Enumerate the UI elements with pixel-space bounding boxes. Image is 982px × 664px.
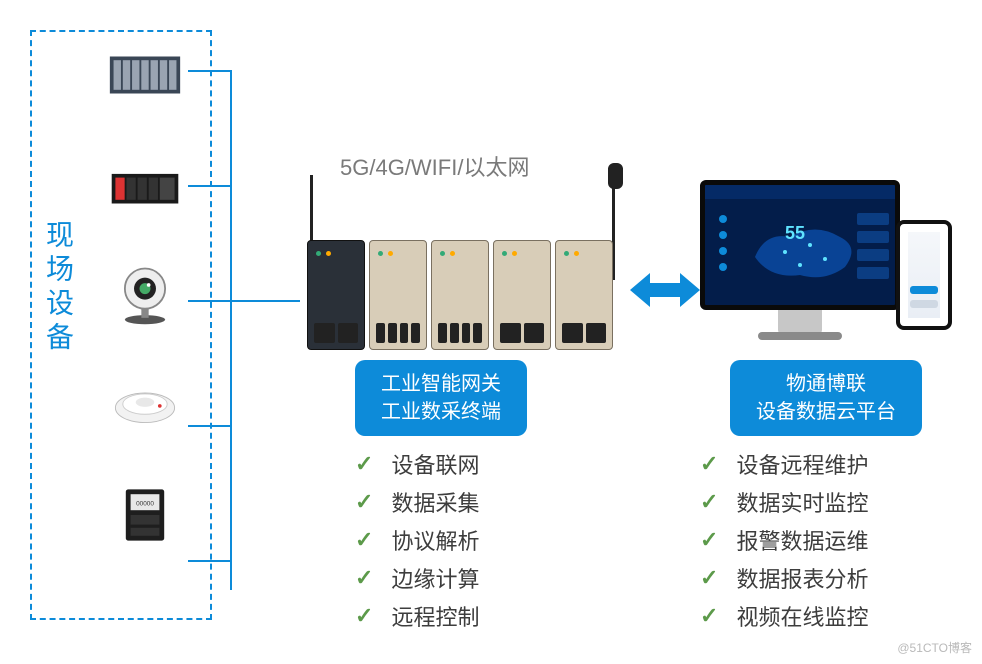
check-icon: ✓ [355, 451, 373, 477]
device-smoke-sensor [105, 370, 185, 440]
check-icon: ✓ [355, 565, 373, 591]
device-list: 00000 [100, 40, 190, 550]
cloud-feature-list: ✓ 设备远程维护 ✓ 数据实时监控 ✓ 报警数据运维 ✓ 数据报表分析 ✓ 视频在线监控 [700, 448, 868, 638]
check-icon: ✓ [700, 527, 718, 553]
feature-text: 数据实时监控 [736, 486, 868, 518]
check-icon: ✓ [700, 451, 718, 477]
device-power-meter: 00000 [105, 480, 185, 550]
badge-line: 物通博联 [756, 370, 896, 398]
device-plc-rack [105, 40, 185, 110]
gateway-feature-list: ✓ 设备联网 ✓ 数据采集 ✓ 协议解析 ✓ 边缘计算 ✓ 远程控制 [355, 448, 479, 638]
badge-line: 工业智能网关 [381, 370, 501, 398]
monitor-icon: 55 [700, 180, 900, 310]
feature-text: 数据采集 [391, 486, 479, 518]
check-icon: ✓ [700, 489, 718, 515]
feature-item: ✓ 视频在线监控 [700, 600, 868, 632]
feature-item: ✓ 数据实时监控 [700, 486, 868, 518]
gateway-unit [493, 240, 551, 350]
bidirectional-arrow-icon [630, 265, 700, 315]
monitor-stand [778, 310, 822, 334]
bus-branch [188, 70, 230, 72]
cloud-platform-graphic: 55 [700, 180, 960, 350]
feature-text: 远程控制 [391, 600, 479, 632]
watermark-text: @51CTO博客 [897, 639, 972, 656]
bus-branch [188, 560, 230, 562]
phone-icon [896, 220, 952, 330]
monitor-base [758, 332, 842, 340]
feature-item: ✓ 远程控制 [355, 600, 479, 632]
bus-vertical [230, 70, 232, 590]
bus-branch [188, 300, 230, 302]
check-icon: ✓ [355, 603, 373, 629]
feature-text: 设备联网 [391, 448, 479, 480]
bus-branch [188, 185, 230, 187]
feature-item: ✓ 数据采集 [355, 486, 479, 518]
feature-item: ✓ 设备远程维护 [700, 448, 868, 480]
check-icon: ✓ [355, 489, 373, 515]
feature-text: 设备远程维护 [736, 448, 868, 480]
device-camera [105, 260, 185, 330]
feature-text: 视频在线监控 [736, 600, 868, 632]
feature-text: 报警数据运维 [736, 524, 868, 556]
feature-text: 协议解析 [391, 524, 479, 556]
bus-branch [188, 425, 230, 427]
gateway-badge: 工业智能网关 工业数采终端 [355, 360, 527, 436]
diagram-canvas: 现场设备 00000 5G/4G/WIFI/以太网 工业智能网关 [0, 0, 982, 664]
gateway-unit [369, 240, 427, 350]
dashboard-kpi: 55 [785, 223, 805, 244]
gateway-cluster [300, 200, 620, 350]
gateway-unit [431, 240, 489, 350]
gateway-unit [307, 240, 365, 350]
device-io-module [105, 150, 185, 220]
feature-item: ✓ 报警数据运维 [700, 524, 868, 556]
feature-text: 数据报表分析 [736, 562, 868, 594]
feature-item: ✓ 数据报表分析 [700, 562, 868, 594]
check-icon: ✓ [700, 565, 718, 591]
network-type-label: 5G/4G/WIFI/以太网 [340, 150, 529, 182]
feature-item: ✓ 边缘计算 [355, 562, 479, 594]
bus-to-gateway [230, 300, 300, 302]
cloud-badge: 物通博联 设备数据云平台 [730, 360, 922, 436]
feature-item: ✓ 协议解析 [355, 524, 479, 556]
badge-line: 工业数采终端 [381, 398, 501, 426]
svg-text:00000: 00000 [136, 500, 154, 507]
feature-item: ✓ 设备联网 [355, 448, 479, 480]
feature-text: 边缘计算 [391, 562, 479, 594]
check-icon: ✓ [700, 603, 718, 629]
check-icon: ✓ [355, 527, 373, 553]
gateway-unit [555, 240, 613, 350]
badge-line: 设备数据云平台 [756, 398, 896, 426]
field-devices-label: 现场设备 [38, 220, 78, 356]
